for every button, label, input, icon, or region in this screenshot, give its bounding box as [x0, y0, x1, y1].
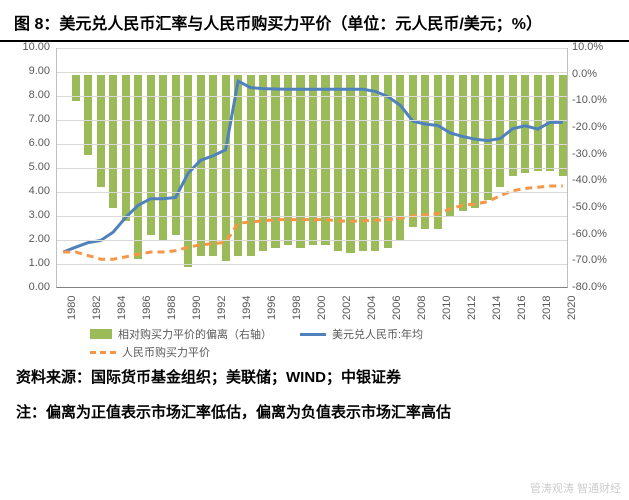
y-axis-right: 10.0%0.0%-10.0%-20.0%-30.0%-40.0%-50.0%-…: [572, 48, 618, 288]
y-left-tick: 6.00: [10, 138, 50, 149]
y-right-tick: -60.0%: [572, 229, 618, 240]
x-tick: 1996: [266, 296, 278, 320]
x-tick: 2018: [541, 296, 553, 320]
x-tick: 2004: [366, 296, 378, 320]
plot-region: [56, 48, 568, 288]
source-text: 资料来源：国际货币基金组织；美联储；WIND；中银证券: [0, 358, 629, 387]
y-axis-left: 0.001.002.003.004.005.006.007.008.009.00…: [10, 48, 50, 288]
note-text: 注：偏离为正值表示市场汇率低估，偏离为负值表示市场汇率高估: [0, 387, 629, 422]
x-tick: 1988: [166, 296, 178, 320]
y-left-tick: 10.00: [10, 42, 50, 53]
y-right-tick: -70.0%: [572, 255, 618, 266]
x-tick: 1994: [241, 296, 253, 320]
line-ppp: [63, 186, 563, 259]
x-tick: 2000: [316, 296, 328, 320]
y-right-tick: -30.0%: [572, 149, 618, 160]
chart-area: 0.00 1.00 2.00 3.00 4.00 5.00 6.00 7.00 8.00 9.00…: [10, 48, 620, 358]
y-right-tick: -40.0%: [572, 175, 618, 186]
swatch-line2: [90, 351, 116, 354]
x-tick: 2008: [416, 296, 428, 320]
x-tick: 2002: [341, 296, 353, 320]
y-right-tick: -20.0%: [572, 122, 618, 133]
y-left-tick: 8.00: [10, 90, 50, 101]
y-right-tick: -10.0%: [572, 95, 618, 106]
y-right-tick: 10.0%: [572, 42, 618, 53]
x-tick: 1990: [191, 296, 203, 320]
y-left-tick: 5.00: [10, 162, 50, 173]
y-left-tick: 7.00: [10, 114, 50, 125]
y-right-tick: 0.0%: [572, 69, 618, 80]
x-tick: 2010: [441, 296, 453, 320]
legend-label-bars: 相对购买力平价的偏离（右轴）: [118, 326, 272, 342]
x-tick: 1984: [116, 296, 128, 320]
legend-label-line1: 美元兑人民币:年均: [332, 326, 423, 342]
legend-item-bars: 相对购买力平价的偏离（右轴）: [90, 326, 272, 342]
legend: 相对购买力平价的偏离（右轴） 美元兑人民币:年均 人民币购买力平价: [70, 326, 590, 362]
legend-item-line2: 人民币购买力平价: [90, 344, 210, 360]
figure-title: 图 8：美元兑人民币汇率与人民币购买力平价（单位：元人民币/美元；%）: [0, 0, 629, 40]
watermark: 管涛观涛 智通财经: [530, 480, 621, 496]
y-left-tick: 3.00: [10, 210, 50, 221]
x-axis: 1980 1982 1984 1986 1988 1990 1992 1994 1996 1998…: [56, 290, 568, 330]
swatch-line1: [300, 333, 326, 336]
x-tick: 2006: [391, 296, 403, 320]
line-exchange-rate: [63, 81, 563, 252]
x-tick: 2016: [516, 296, 528, 320]
swatch-bars: [90, 329, 112, 339]
legend-item-line1: 美元兑人民币:年均: [300, 326, 423, 342]
y-left-tick: 1.00: [10, 258, 50, 269]
legend-label-line2: 人民币购买力平价: [122, 344, 210, 360]
title-underline: [0, 40, 629, 42]
x-tick: 1998: [291, 296, 303, 320]
x-tick: 1986: [141, 296, 153, 320]
x-tick: 1992: [216, 296, 228, 320]
x-tick: 2012: [466, 296, 478, 320]
x-tick: 1980: [66, 296, 78, 320]
y-left-tick: 4.00: [10, 186, 50, 197]
x-tick: 2014: [491, 296, 503, 320]
y-left-tick: 9.00: [10, 66, 50, 77]
y-left-tick: 2.00: [10, 234, 50, 245]
y-right-tick: -50.0%: [572, 202, 618, 213]
x-tick: 2020: [566, 296, 578, 320]
y-left-tick: 0.00: [10, 282, 50, 293]
y-right-tick: -80.0%: [572, 282, 618, 293]
x-tick: 1982: [91, 296, 103, 320]
